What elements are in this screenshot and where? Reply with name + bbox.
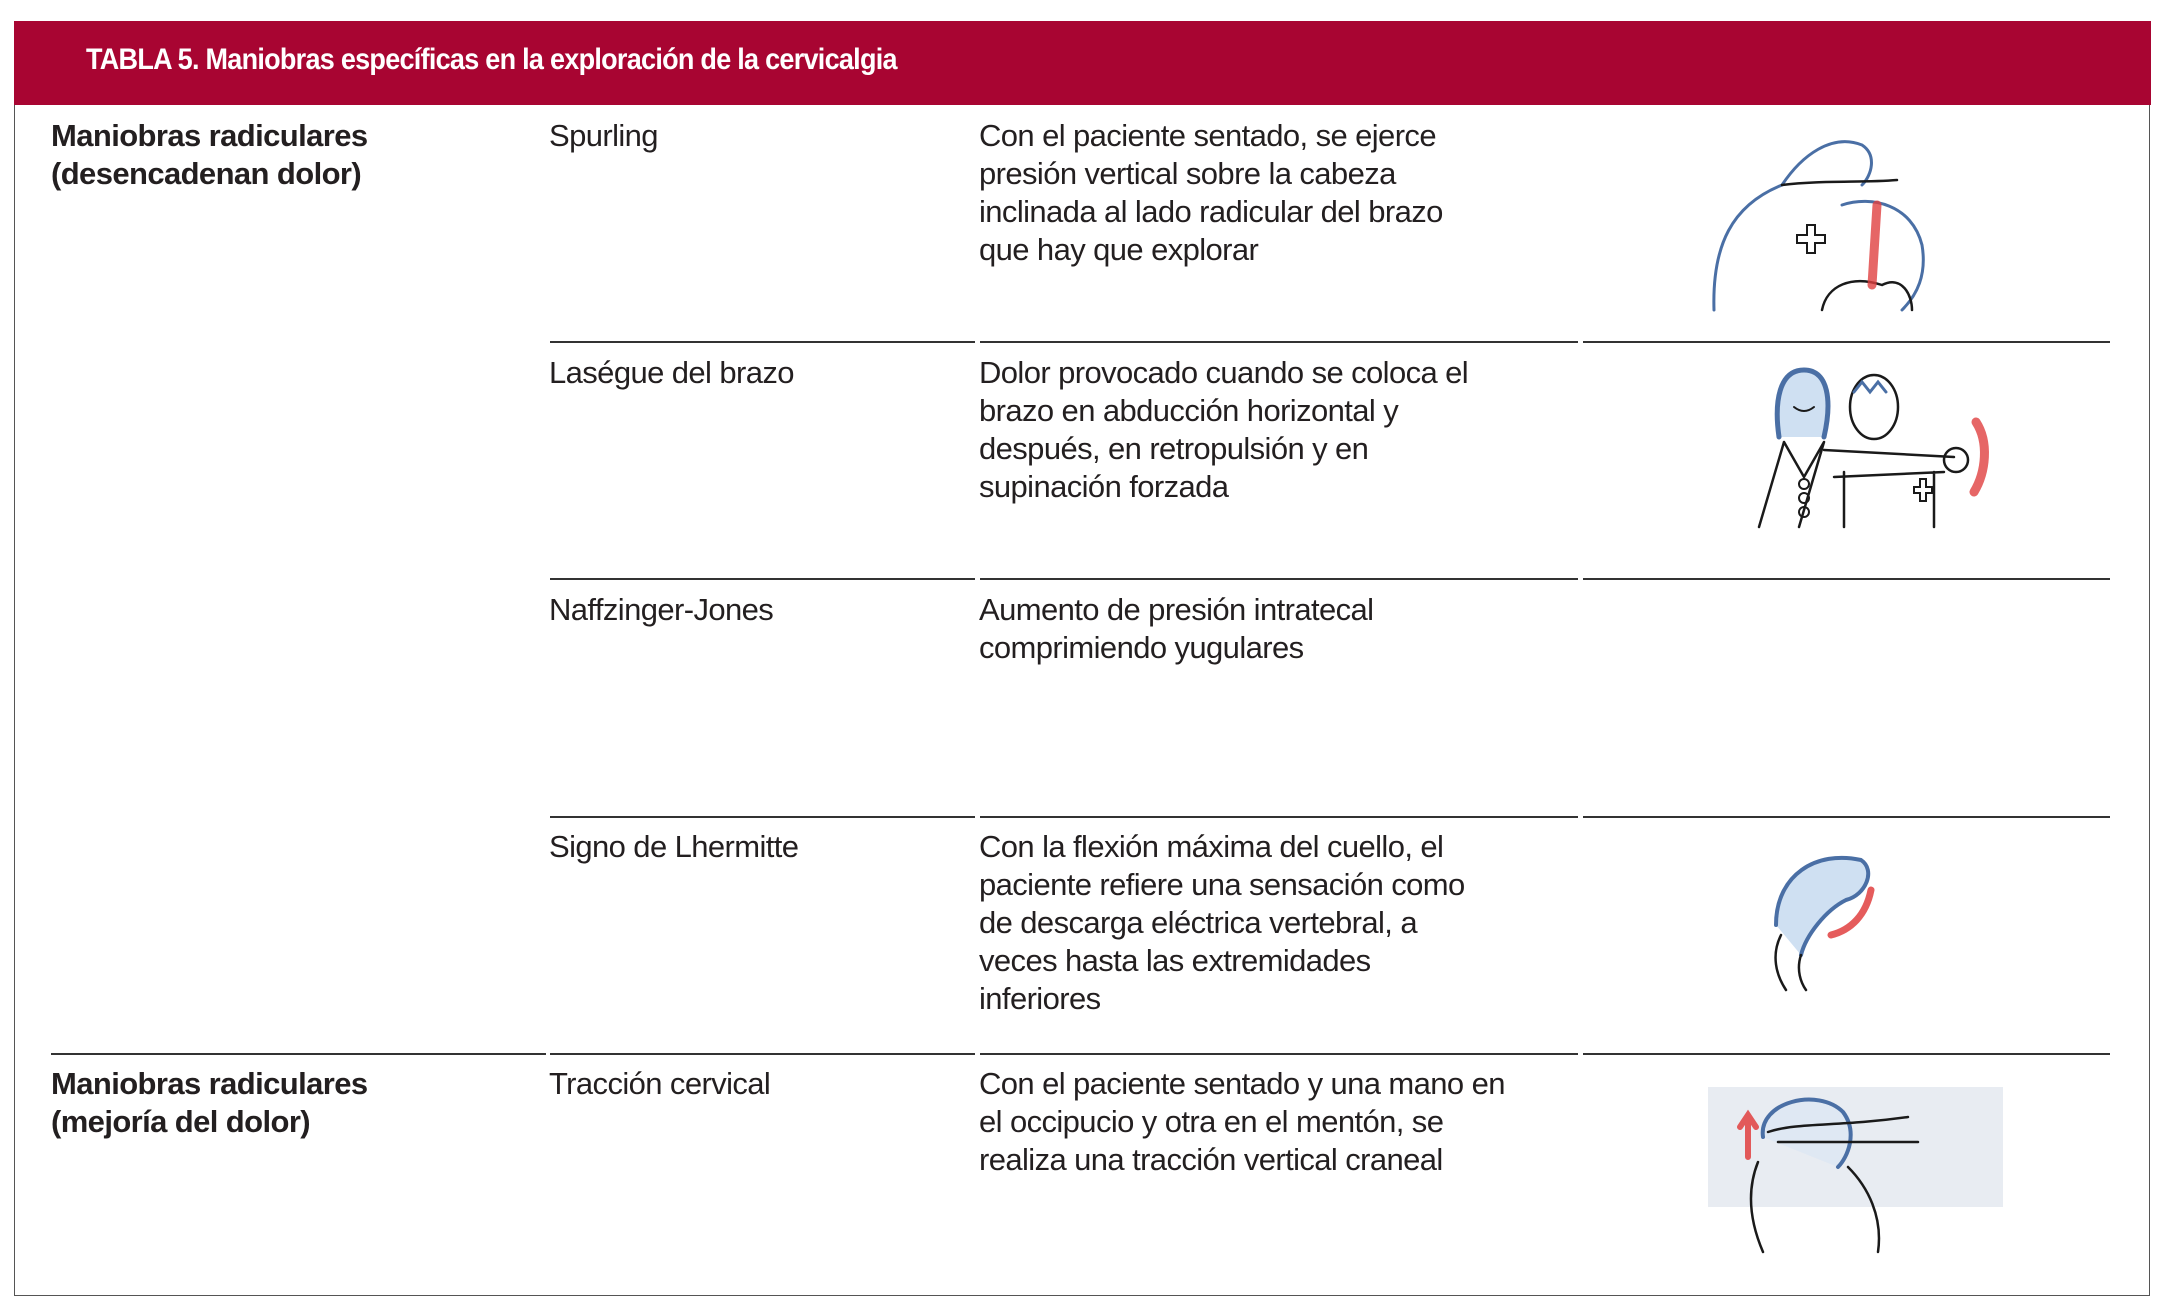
- description-line: brazo en abducción horizontal y: [979, 393, 1399, 428]
- description-line: inferiores: [979, 981, 1101, 1016]
- lasegue-illustration: [1757, 367, 1989, 529]
- group-label-line: (mejoría del dolor): [51, 1104, 311, 1139]
- maneuver-description: Con el paciente sentado y una mano en el…: [979, 1065, 1615, 1179]
- description-line: de descarga eléctrica vertebral, a: [979, 905, 1418, 940]
- row-divider: [980, 1053, 1578, 1055]
- row-divider: [550, 341, 975, 343]
- maneuver-name: Tracción cervical: [549, 1066, 771, 1101]
- row-divider: [550, 1053, 975, 1055]
- description-line: Con el paciente sentado, se ejerce: [979, 118, 1437, 153]
- row-divider: [980, 816, 1578, 818]
- table-header: [14, 21, 2151, 105]
- description-line: Dolor provocado cuando se coloca el: [979, 355, 1469, 390]
- description-line: inclinada al lado radicular del brazo: [979, 194, 1443, 229]
- description-line: Con el paciente sentado y una mano en: [979, 1066, 1505, 1101]
- maneuver-description: Con el paciente sentado, se ejerce presi…: [979, 117, 1615, 269]
- description-line: que hay que explorar: [979, 232, 1259, 267]
- description-line: Con la flexión máxima del cuello, el: [979, 829, 1444, 864]
- description-line: comprimiendo yugulares: [979, 630, 1304, 665]
- maneuver-description: Con la flexión máxima del cuello, el pac…: [979, 828, 1615, 1018]
- spurling-illustration: [1712, 140, 1925, 312]
- row-divider: [980, 578, 1578, 580]
- row-divider: [1583, 341, 2110, 343]
- description-line: paciente refiere una sensación como: [979, 867, 1465, 902]
- maneuver-name: Naffzinger-Jones: [549, 592, 774, 627]
- description-line: realiza una tracción vertical craneal: [979, 1142, 1443, 1177]
- row-divider: [550, 578, 975, 580]
- description-line: Aumento de presión intratecal: [979, 592, 1374, 627]
- row-divider: [980, 341, 1578, 343]
- description-line: supinación forzada: [979, 469, 1229, 504]
- group-label-desencadenan: Maniobras radiculares (desencadenan dolo…: [51, 117, 567, 193]
- maneuver-name: Laségue del brazo: [549, 355, 794, 390]
- row-divider: [1583, 1053, 2110, 1055]
- group-label-line: Maniobras radiculares: [51, 1066, 368, 1101]
- description-line: presión vertical sobre la cabeza: [979, 156, 1396, 191]
- traccion-illustration: [1708, 1087, 2003, 1254]
- group-label-line: (desencadenan dolor): [51, 156, 362, 191]
- group-divider: [51, 1053, 546, 1055]
- row-divider: [1583, 578, 2110, 580]
- maneuver-description: Dolor provocado cuando se coloca el braz…: [979, 354, 1615, 506]
- group-label-mejoria: Maniobras radiculares (mejoría del dolor…: [51, 1065, 567, 1141]
- table-frame: [14, 21, 2150, 1296]
- description-line: el occipucio y otra en el mentón, se: [979, 1104, 1444, 1139]
- row-divider: [550, 816, 975, 818]
- description-line: después, en retropulsión y en: [979, 431, 1369, 466]
- description-line: veces hasta las extremidades: [979, 943, 1371, 978]
- group-label-line: Maniobras radiculares: [51, 118, 368, 153]
- maneuver-description: Aumento de presión intratecal comprimien…: [979, 591, 1615, 667]
- maneuver-name: Signo de Lhermitte: [549, 829, 799, 864]
- lhermitte-illustration: [1774, 855, 1875, 992]
- maneuver-name: Spurling: [549, 118, 659, 153]
- row-divider: [1583, 816, 2110, 818]
- table-title: TABLA 5. Maniobras específicas en la exp…: [86, 43, 898, 76]
